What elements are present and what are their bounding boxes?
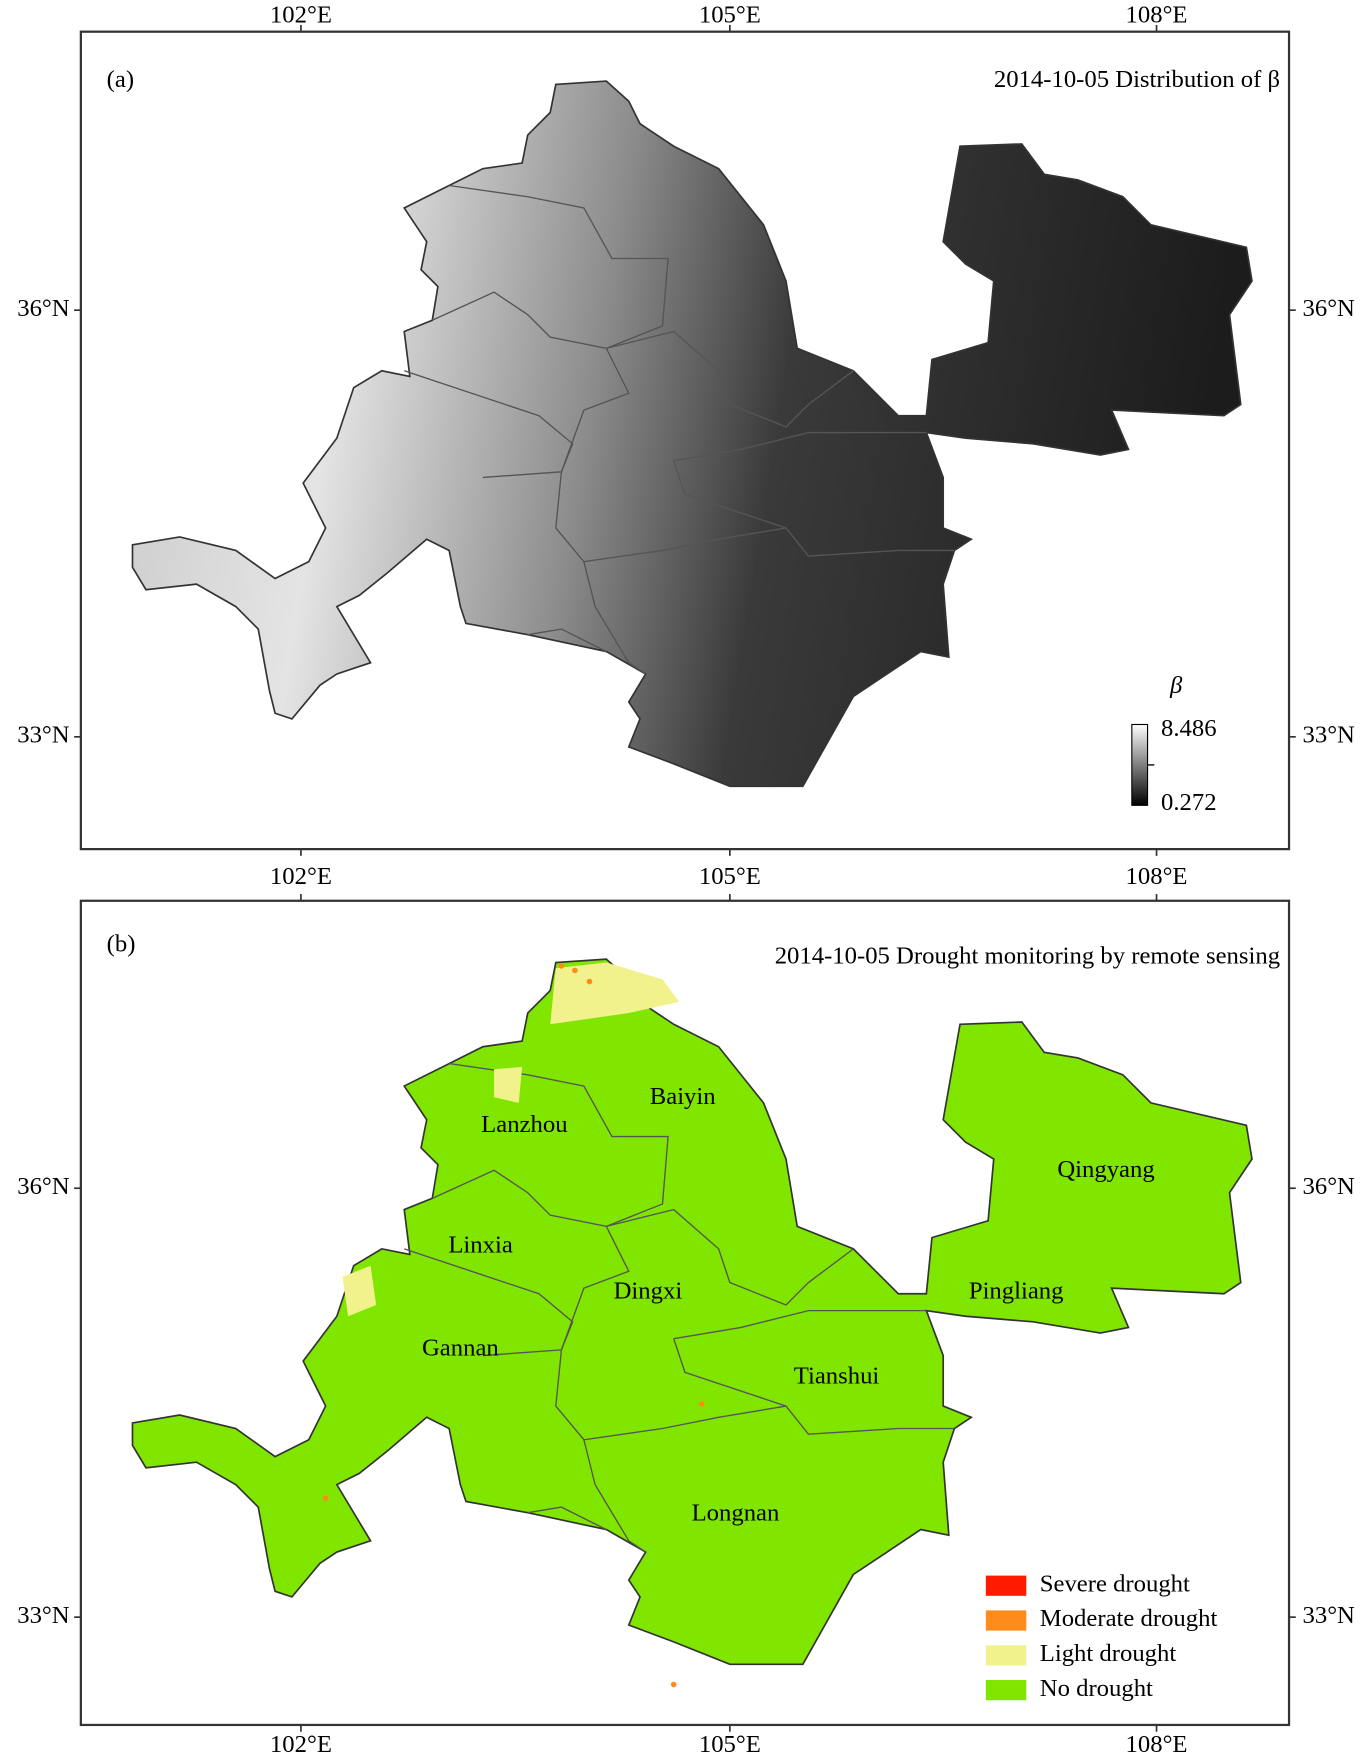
legend-label: No drought: [1040, 1675, 1153, 1702]
region-label: Baiyin: [650, 1083, 716, 1110]
legend-label: Severe drought: [1040, 1570, 1190, 1597]
colorbar-label: β: [1169, 672, 1183, 699]
moderate-drought-spot: [572, 967, 578, 974]
moderate-drought-spot: [558, 963, 565, 969]
colorbar: β 8.486 0.272: [1131, 672, 1217, 816]
lat-label: 36°N: [17, 295, 70, 322]
lon-label: 105°E: [699, 2, 761, 29]
no-drought-area: [131, 958, 1253, 1666]
lat-label: 33°N: [1303, 1602, 1356, 1629]
legend-swatch: [985, 1610, 1027, 1631]
panel-b: (b) 2014-10-05 Drought monitoring by rem…: [79, 899, 1291, 1727]
colorbar-min: 0.272: [1161, 789, 1217, 816]
lat-label: 36°N: [1303, 295, 1356, 322]
moderate-drought-spot: [670, 1681, 677, 1688]
legend-label: Moderate drought: [1040, 1605, 1218, 1632]
lon-label: 105°E: [699, 863, 761, 890]
region-label: Pingliang: [969, 1277, 1064, 1304]
drought-map: [131, 958, 1253, 1688]
lon-label: 105°E: [699, 1731, 761, 1758]
panel-label: (a): [107, 66, 134, 93]
moderate-drought-spot: [322, 1495, 329, 1501]
region-label: Qingyang: [1057, 1156, 1154, 1183]
lon-label: 108°E: [1126, 2, 1188, 29]
region-label: Gannan: [422, 1335, 499, 1362]
lat-label: 36°N: [17, 1173, 70, 1200]
panel-title: 2014-10-05 Distribution of β: [994, 66, 1280, 93]
dynamic-layer: Baiyin Lanzhou Qingyang Linxia Dingxi Pinglia…: [17, 2, 1355, 1758]
region-label: Dingxi: [614, 1277, 683, 1304]
lat-label: 33°N: [17, 1602, 70, 1629]
moderate-drought-spot: [698, 1401, 705, 1407]
lon-label: 102°E: [270, 863, 332, 890]
lat-label: 33°N: [1303, 722, 1356, 749]
beta-map: [131, 80, 1253, 788]
panel-label: (b): [107, 930, 136, 957]
light-drought-area: [342, 1265, 377, 1317]
light-drought-area: [550, 962, 680, 1025]
lon-label: 102°E: [270, 1731, 332, 1758]
legend-swatch: [985, 1645, 1027, 1666]
panel-title: 2014-10-05 Drought monitoring by remote …: [775, 943, 1280, 970]
map-frame: [79, 30, 1291, 851]
legend-swatch: [985, 1680, 1027, 1701]
colorbar-max: 8.486: [1161, 715, 1217, 742]
legend-label: Light drought: [1040, 1640, 1177, 1667]
lat-label: 36°N: [1303, 1173, 1356, 1200]
lon-label: 108°E: [1126, 863, 1188, 890]
legend-swatch: [985, 1575, 1027, 1596]
region-label: Longnan: [692, 1500, 780, 1527]
region-label: Tianshui: [794, 1363, 880, 1390]
lon-label: 102°E: [270, 2, 332, 29]
panel-a: (a) 2014-10-05 Distribution of β β 8.486…: [79, 30, 1291, 851]
colorbar-ramp: [1131, 723, 1149, 806]
region-label: Lanzhou: [481, 1111, 567, 1138]
region-label: Linxia: [448, 1231, 512, 1258]
lat-label: 33°N: [17, 722, 70, 749]
lon-label: 108°E: [1126, 1731, 1188, 1758]
map-frame: [79, 899, 1291, 1727]
light-drought-area: [494, 1066, 523, 1103]
moderate-drought-spot: [586, 978, 593, 985]
